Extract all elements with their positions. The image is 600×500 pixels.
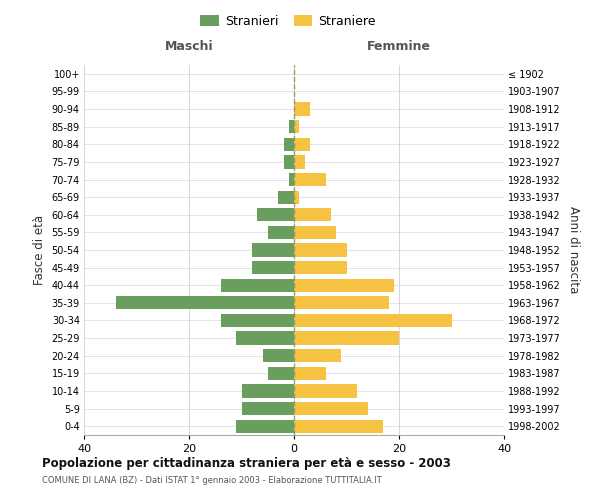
- Y-axis label: Fasce di età: Fasce di età: [33, 215, 46, 285]
- Bar: [294, 208, 331, 222]
- Bar: [294, 278, 394, 292]
- Bar: [294, 138, 310, 151]
- Bar: [294, 314, 452, 327]
- Bar: [252, 261, 294, 274]
- Bar: [294, 156, 305, 168]
- Legend: Stranieri, Straniere: Stranieri, Straniere: [196, 11, 380, 32]
- Bar: [284, 138, 294, 151]
- Bar: [284, 156, 294, 168]
- Bar: [268, 226, 294, 239]
- Text: Femmine: Femmine: [367, 40, 431, 52]
- Bar: [294, 102, 310, 116]
- Bar: [294, 366, 325, 380]
- Bar: [294, 402, 367, 415]
- Bar: [252, 244, 294, 256]
- Text: Maschi: Maschi: [164, 40, 214, 52]
- Y-axis label: Anni di nascita: Anni di nascita: [568, 206, 580, 294]
- Bar: [221, 314, 294, 327]
- Bar: [115, 296, 294, 310]
- Bar: [294, 349, 341, 362]
- Bar: [221, 278, 294, 292]
- Bar: [257, 208, 294, 222]
- Bar: [236, 332, 294, 344]
- Bar: [294, 120, 299, 134]
- Bar: [294, 173, 325, 186]
- Text: Popolazione per cittadinanza straniera per età e sesso - 2003: Popolazione per cittadinanza straniera p…: [42, 458, 451, 470]
- Bar: [263, 349, 294, 362]
- Bar: [289, 120, 294, 134]
- Bar: [268, 366, 294, 380]
- Bar: [241, 402, 294, 415]
- Bar: [294, 384, 357, 398]
- Bar: [294, 261, 347, 274]
- Bar: [294, 190, 299, 204]
- Bar: [294, 420, 383, 433]
- Bar: [294, 296, 389, 310]
- Bar: [241, 384, 294, 398]
- Bar: [294, 332, 399, 344]
- Text: COMUNE DI LANA (BZ) - Dati ISTAT 1° gennaio 2003 - Elaborazione TUTTITALIA.IT: COMUNE DI LANA (BZ) - Dati ISTAT 1° genn…: [42, 476, 382, 485]
- Bar: [278, 190, 294, 204]
- Bar: [236, 420, 294, 433]
- Bar: [289, 173, 294, 186]
- Bar: [294, 226, 336, 239]
- Bar: [294, 244, 347, 256]
